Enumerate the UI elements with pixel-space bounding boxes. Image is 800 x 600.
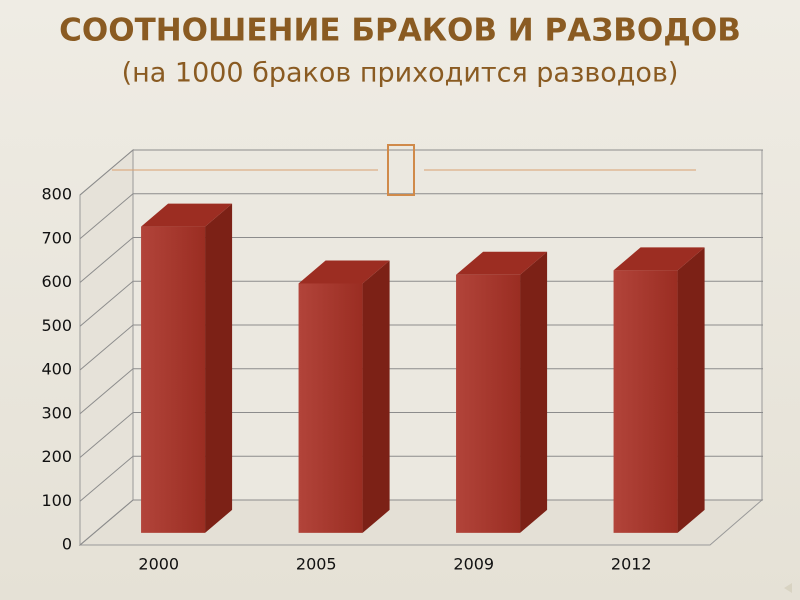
grid-line xyxy=(79,499,134,546)
y-tick-label: 0 xyxy=(62,535,72,554)
x-tick-label: 2000 xyxy=(138,555,179,574)
y-tick-label: 200 xyxy=(41,447,72,466)
chart-title: СООТНОШЕНИЕ БРАКОВ И РАЗВОДОВ xyxy=(59,13,741,49)
y-tick-label: 600 xyxy=(41,272,72,291)
bar xyxy=(141,226,206,533)
x-tick-label: 2012 xyxy=(611,555,652,574)
grid-line xyxy=(79,237,134,283)
y-tick-label: 400 xyxy=(41,360,72,379)
bar-side xyxy=(520,251,548,533)
placeholder-glyph xyxy=(387,144,415,196)
x-tick-label: 2005 xyxy=(296,555,337,574)
bar-top xyxy=(298,260,390,284)
x-tick-label: 2009 xyxy=(453,555,494,574)
corner-mark xyxy=(784,583,792,593)
grid-line xyxy=(79,324,134,371)
y-tick-label: 100 xyxy=(41,491,72,510)
y-tick-label: 700 xyxy=(41,228,72,247)
y-tick-label: 300 xyxy=(41,403,72,422)
grid-line xyxy=(79,280,134,327)
bar-top xyxy=(141,203,233,227)
grid-line xyxy=(79,149,134,196)
grid-line xyxy=(79,368,134,415)
bar xyxy=(456,274,521,533)
bar xyxy=(298,283,363,533)
bar-side xyxy=(677,247,705,533)
chart-subtitle: (на 1000 браков приходится разводов) xyxy=(122,58,679,89)
grid-line xyxy=(79,193,134,240)
bar-side xyxy=(205,203,233,533)
bar-top xyxy=(613,247,705,271)
bar-side xyxy=(362,260,390,533)
bar xyxy=(613,270,678,533)
grid-line xyxy=(79,412,134,458)
bar-top xyxy=(456,251,548,275)
y-tick-label: 800 xyxy=(41,185,72,204)
y-tick-label: 500 xyxy=(41,316,72,335)
grid-line xyxy=(79,455,134,502)
